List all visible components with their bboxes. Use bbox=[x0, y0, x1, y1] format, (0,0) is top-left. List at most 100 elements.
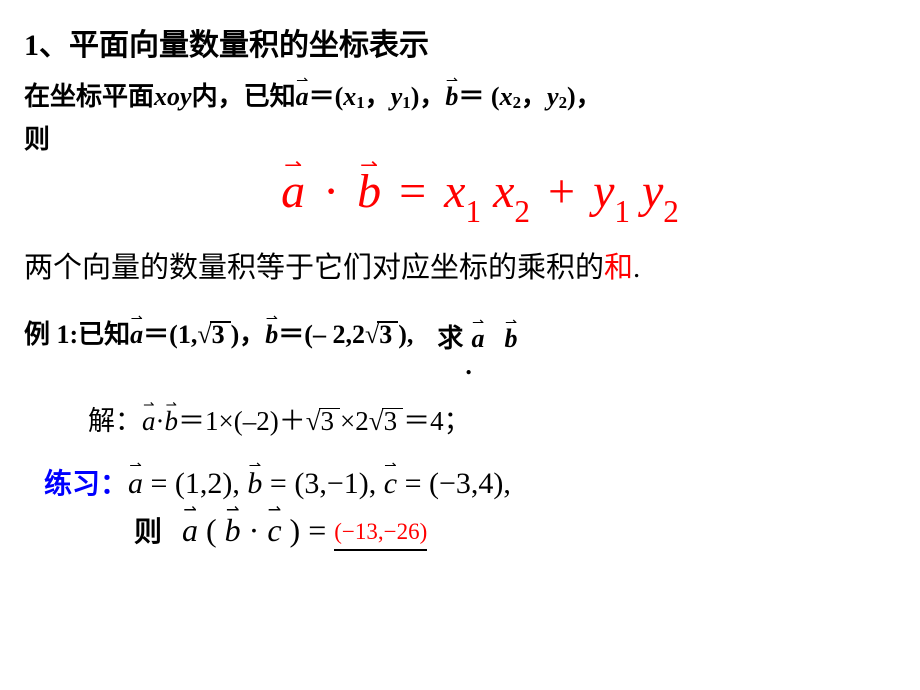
vector-arrow-icon: ⇀ bbox=[281, 154, 305, 176]
vector-arrow-icon: ⇀ bbox=[267, 503, 281, 519]
formula-vec-a: ⇀ a bbox=[281, 164, 305, 219]
ex-vec-b: ⇀ b bbox=[265, 320, 278, 350]
qiu-vec-a: ⇀ a bbox=[471, 324, 484, 354]
close1: )， bbox=[411, 76, 446, 113]
formula-x2: x bbox=[493, 165, 514, 218]
sqrt-body: 3 bbox=[319, 408, 341, 433]
vector-arrow-icon: ⇀ bbox=[504, 316, 517, 330]
final-line: 则 ⇀ a ( ⇀ b · ⇀ c ) = (−13,−26) bbox=[134, 510, 896, 551]
sol-dot: · bbox=[156, 406, 165, 437]
pr-a-val: = (1,2), bbox=[151, 467, 240, 500]
ex-a-val: ＝(1, bbox=[143, 314, 197, 351]
vector-arrow-icon: ⇀ bbox=[225, 503, 241, 519]
comma1: ， bbox=[365, 76, 391, 113]
vector-arrow-icon: ⇀ bbox=[247, 458, 262, 473]
sol-sqrt-2: √ 3 bbox=[369, 406, 403, 437]
dot-operator: · bbox=[323, 165, 339, 218]
y2: y bbox=[547, 82, 559, 112]
x1: x bbox=[343, 82, 356, 112]
vector-arrow-icon: ⇀ bbox=[130, 312, 143, 326]
ex-b-val: ＝(– 2,2 bbox=[278, 314, 365, 351]
sqrt-body: 3 bbox=[210, 321, 231, 346]
intro-mid1: 内，已知 bbox=[192, 76, 296, 113]
ex-a-close: )， bbox=[231, 314, 266, 351]
sub-2: 2 bbox=[513, 93, 521, 113]
pr-vec-c: ⇀ c bbox=[384, 467, 397, 501]
sol-result: ＝4； bbox=[403, 399, 471, 438]
eq2: ＝ ( bbox=[458, 76, 499, 113]
formula-x1: x bbox=[444, 165, 465, 218]
sol-vec-b: ⇀ b bbox=[165, 406, 179, 437]
equals: = bbox=[399, 165, 426, 218]
sub-1b: 1 bbox=[402, 93, 410, 113]
explain-text: 两个向量的数量积等于它们对应坐标的乘积的 bbox=[24, 252, 604, 284]
fin-open: ( bbox=[206, 512, 217, 548]
pr-vec-b: ⇀ b bbox=[247, 467, 262, 501]
vector-arrow-icon: ⇀ bbox=[296, 74, 309, 88]
ex-b-close: ), bbox=[398, 320, 413, 350]
vector-arrow-icon: ⇀ bbox=[445, 74, 458, 88]
explain-period: . bbox=[633, 252, 640, 284]
solution-label: 解： bbox=[88, 399, 142, 438]
y1: y bbox=[391, 82, 403, 112]
fin-dot: · bbox=[249, 512, 268, 548]
ex-vec-a: ⇀ a bbox=[130, 320, 143, 350]
plane-name: xoy bbox=[154, 82, 192, 112]
sqrt-3-a: √ 3 bbox=[197, 320, 230, 350]
sol-times: ×2 bbox=[340, 406, 369, 437]
practice-label: 练习： bbox=[44, 462, 128, 502]
eq1: ＝( bbox=[309, 76, 344, 113]
final-then: 则 bbox=[134, 510, 162, 550]
vector-arrow-icon: ⇀ bbox=[357, 154, 381, 176]
sub2: 2 bbox=[514, 194, 530, 229]
vector-arrow-icon: ⇀ bbox=[471, 316, 484, 330]
sol-eq: ＝1×(–2)＋ bbox=[178, 399, 306, 438]
pr-c-val: = (−3,4), bbox=[405, 467, 511, 500]
answer-text: (−13,−26) bbox=[334, 519, 427, 544]
close2: )， bbox=[567, 76, 602, 113]
then-label: 则 bbox=[24, 119, 896, 156]
fin-close: ) = bbox=[290, 512, 335, 548]
vector-arrow-icon: ⇀ bbox=[142, 398, 156, 412]
vector-arrow-icon: ⇀ bbox=[384, 458, 397, 473]
intro-line: 在坐标平面 xoy 内，已知 ⇀ a ＝( x1 ， y1 )， ⇀ b ＝ (… bbox=[24, 76, 896, 113]
sub2b: 2 bbox=[663, 194, 679, 229]
qiu-vec-b: ⇀ b bbox=[504, 324, 517, 354]
vector-a: ⇀ a bbox=[296, 82, 309, 112]
sub-2b: 2 bbox=[559, 93, 567, 113]
sub-1: 1 bbox=[356, 93, 364, 113]
pr-b-val: = (3,−1), bbox=[270, 467, 376, 500]
sqrt-3-b: √ 3 bbox=[365, 320, 398, 350]
qiu-dot: . bbox=[465, 351, 472, 381]
qiu-label: 求 bbox=[437, 318, 463, 355]
example-1: 例 1:已知 ⇀ a ＝(1, √ 3 )， ⇀ b ＝(– 2,2 √ 3 )… bbox=[24, 314, 896, 377]
qiu-block: 求 ⇀ a ⇀ b . bbox=[437, 318, 517, 381]
sol-vec-a: ⇀ a bbox=[142, 406, 156, 437]
sqrt-body: 3 bbox=[377, 321, 398, 346]
explanation: 两个向量的数量积等于它们对应坐标的乘积的和. bbox=[24, 244, 896, 286]
formula-y2: y bbox=[642, 165, 663, 218]
fin-vec-c: ⇀ c bbox=[267, 512, 281, 549]
solution-line: 解： ⇀ a · ⇀ b ＝1×(–2)＋ √ 3 ×2 √ 3 ＝4； bbox=[88, 399, 896, 438]
vector-b: ⇀ b bbox=[445, 82, 458, 112]
sol-sqrt-1: √ 3 bbox=[306, 406, 340, 437]
vector-arrow-icon: ⇀ bbox=[128, 458, 143, 473]
practice-line: 练习： ⇀ a = (1,2), ⇀ b = (3,−1), ⇀ c = (−3… bbox=[44, 462, 896, 502]
sub1b: 1 bbox=[614, 194, 630, 229]
fin-vec-a: ⇀ a bbox=[182, 512, 198, 549]
main-formula: ⇀ a · ⇀ b = x1 x2 + y1 y2 bbox=[24, 164, 896, 226]
vector-arrow-icon: ⇀ bbox=[182, 503, 198, 519]
plus: + bbox=[548, 165, 575, 218]
formula-y1: y bbox=[593, 165, 614, 218]
answer-blank: (−13,−26) bbox=[334, 512, 427, 551]
formula-vec-b: ⇀ b bbox=[357, 164, 381, 219]
section-title: 1、平面向量数量积的坐标表示 bbox=[24, 20, 896, 64]
comma2: ， bbox=[521, 76, 547, 113]
vector-arrow-icon: ⇀ bbox=[265, 312, 278, 326]
x2: x bbox=[500, 82, 513, 112]
sub1: 1 bbox=[465, 194, 481, 229]
example-label: 例 1:已知 bbox=[24, 314, 130, 351]
intro-prefix: 在坐标平面 bbox=[24, 76, 154, 113]
vector-arrow-icon: ⇀ bbox=[165, 398, 179, 412]
explain-he: 和 bbox=[604, 252, 633, 284]
